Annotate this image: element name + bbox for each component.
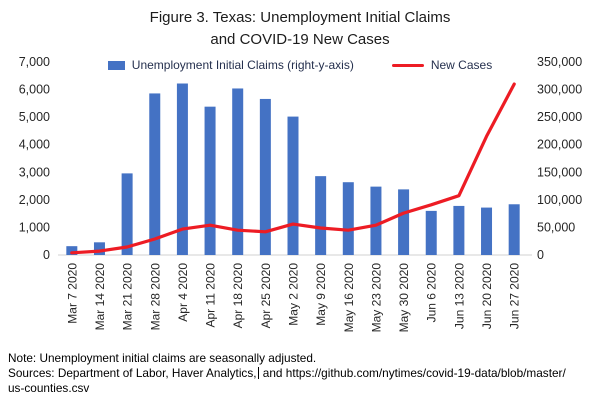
text-cursor — [257, 367, 259, 380]
left-axis-tick-label: 2,000 — [19, 193, 50, 207]
x-axis-label: Mar 7 2020 — [65, 263, 79, 324]
x-axis-label: Apr 11 2020 — [204, 263, 218, 328]
chart-legend: Unemployment Initial Claims (right-y-axi… — [0, 58, 600, 72]
bar-apr-4-2020 — [176, 83, 188, 256]
x-axis-label: May 30 2020 — [397, 263, 411, 333]
x-axis-label: Jun 27 2020 — [508, 263, 522, 329]
bar-may-23-2020 — [370, 186, 382, 255]
chart-title-line2: and COVID-19 New Cases — [210, 30, 390, 48]
sources-text-after: and https://github.com/nytimes/covid-19-… — [259, 366, 566, 381]
bar-jun-27-2020 — [508, 204, 520, 255]
bar-may-30-2020 — [398, 189, 410, 255]
bar-may-16-2020 — [342, 182, 354, 255]
x-axis-label: Apr 25 2020 — [259, 263, 273, 329]
chart-title-line1: Figure 3. Texas: Unemployment Initial Cl… — [149, 9, 451, 26]
legend-label-initial-claims: Unemployment Initial Claims (right-y-axi… — [131, 58, 354, 72]
bar-may-9-2020 — [315, 176, 327, 255]
bar-mar-21-2020 — [121, 173, 133, 255]
right-axis-tick-label: 350,000 — [537, 55, 582, 69]
x-axis-label: Mar 21 2020 — [121, 263, 135, 331]
right-axis-tick-label: 300,000 — [537, 83, 582, 97]
left-axis-tick-label: 1,000 — [19, 220, 50, 234]
right-axis-tick-label: 0 — [537, 248, 544, 262]
left-axis-tick-label: 4,000 — [19, 138, 50, 152]
right-axis-tick-label: 200,000 — [537, 138, 582, 152]
x-axis-label: May 16 2020 — [342, 263, 356, 333]
chart-title: Figure 3. Texas: Unemployment Initial Cl… — [0, 7, 600, 51]
x-axis-label: May 9 2020 — [314, 263, 328, 326]
legend-item-initial-claims: Unemployment Initial Claims (right-y-axi… — [107, 58, 354, 72]
bar-apr-25-2020 — [259, 98, 271, 256]
x-axis-label: Jun 6 2020 — [425, 263, 439, 323]
chart-footnotes: Note: Unemployment initial claims are se… — [8, 351, 566, 396]
bar-jun-13-2020 — [453, 205, 465, 255]
left-axis-tick-label: 3,000 — [19, 165, 50, 179]
sources-line: Sources: Department of Labor, Haver Anal… — [8, 366, 566, 381]
line-series-swatch-icon — [391, 63, 424, 67]
left-axis-tick-label: 0 — [43, 248, 50, 262]
bar-mar-7-2020 — [66, 246, 78, 255]
bar-jun-20-2020 — [481, 207, 493, 255]
note-line: Note: Unemployment initial claims are se… — [8, 351, 317, 365]
x-axis-label: Mar 28 2020 — [148, 263, 162, 331]
legend-item-new-cases: New Cases — [391, 58, 493, 72]
x-axis-label: Apr 4 2020 — [176, 263, 190, 322]
right-axis-tick-label: 100,000 — [537, 193, 582, 207]
bar-may-2-2020 — [287, 116, 299, 255]
x-axis-label: Mar 14 2020 — [93, 263, 107, 331]
x-axis-label: Apr 18 2020 — [231, 263, 245, 329]
sources-line-2: us-counties.csv — [8, 381, 90, 396]
new-cases-line — [70, 82, 516, 255]
x-axis-label: May 23 2020 — [369, 263, 383, 333]
bar-mar-14-2020 — [93, 242, 105, 255]
left-axis-tick-label: 5,000 — [19, 110, 50, 124]
x-axis-label: Jun 13 2020 — [452, 263, 466, 329]
sources-text-before: Sources: Department of Labor, Haver Anal… — [8, 366, 257, 381]
right-axis-tick-label: 150,000 — [537, 165, 582, 179]
x-axis-label: Jun 20 2020 — [480, 263, 494, 329]
bar-mar-28-2020 — [149, 93, 161, 255]
left-axis-tick-label: 7,000 — [19, 55, 50, 69]
bar-jun-6-2020 — [425, 210, 437, 255]
bar-apr-18-2020 — [232, 88, 244, 256]
legend-label-new-cases: New Cases — [430, 58, 493, 72]
right-axis-tick-label: 50,000 — [537, 220, 575, 234]
x-axis-label: May 2 2020 — [287, 263, 301, 326]
bar-apr-11-2020 — [204, 106, 216, 255]
bar-series-swatch-icon — [107, 60, 125, 70]
right-axis-tick-label: 250,000 — [537, 110, 582, 124]
left-axis-tick-label: 6,000 — [19, 83, 50, 97]
